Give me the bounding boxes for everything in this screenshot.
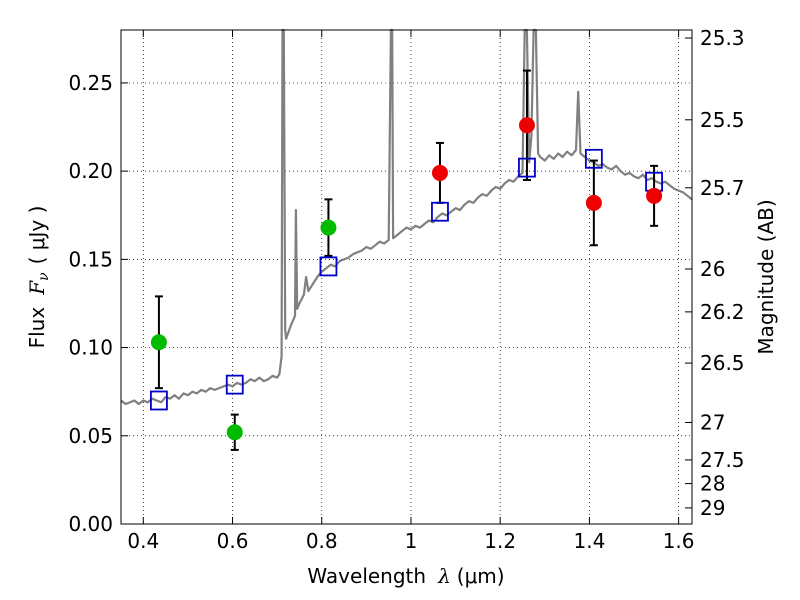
red-data-point xyxy=(518,117,535,134)
y2-tick-label: 26 xyxy=(700,257,725,281)
spectrum-line xyxy=(120,28,693,406)
y-tick-label: 0.10 xyxy=(68,336,113,360)
green-data-point xyxy=(226,424,243,441)
model-square-marker xyxy=(518,157,536,178)
x-axis-label: Wavelength λ (μm) xyxy=(307,564,504,588)
y-tick-label: 0.00 xyxy=(68,512,113,536)
plot-frame xyxy=(120,29,693,525)
x-tick-label: 1.2 xyxy=(484,529,516,553)
y2-tick-label: 26.5 xyxy=(700,351,745,375)
y-tick-label: 0.15 xyxy=(68,247,113,271)
grid xyxy=(121,30,692,525)
y2-tick-label: 27 xyxy=(700,410,725,434)
red-data-point xyxy=(646,187,663,204)
x-axis-label-lambda: λ xyxy=(437,564,451,588)
y-tick-label: 0.05 xyxy=(68,424,113,448)
x-tick-label: 0.4 xyxy=(127,529,159,553)
y2-axis-label: Magnitude (AB) xyxy=(754,199,778,354)
y2-tick-label: 25.3 xyxy=(700,26,745,50)
x-tick-label: 1.6 xyxy=(663,529,695,553)
y-axis-label-symbol: F xyxy=(25,280,49,296)
x-tick-label: 1.4 xyxy=(573,529,605,553)
y2-tick-label: 27.5 xyxy=(700,448,745,472)
green-data-point xyxy=(150,334,167,351)
x-tick-label: 0.6 xyxy=(217,529,249,553)
y-axis-label: Flux Fν ( μJy ) xyxy=(25,206,52,349)
red-data-point xyxy=(585,194,602,211)
y-axis-label-subscript: ν xyxy=(36,272,52,281)
y-axis-label-unit: ( μJy ) xyxy=(25,206,49,265)
axis-ticks: 0.4 0.6 0.8 1 1.2 1.4 1.6 0.00 0.05 0.10 0.15 0.20 0… xyxy=(68,26,744,553)
y-tick-label: 0.20 xyxy=(68,159,113,183)
y2-tick-label: 28 xyxy=(700,472,725,496)
y2-tick-label: 29 xyxy=(700,496,725,520)
y-axis-label-prefix: Flux xyxy=(25,307,49,349)
model-square-marker xyxy=(431,201,449,222)
model-square-marker xyxy=(584,148,603,169)
model-square-marker xyxy=(319,256,338,277)
y2-tick-label: 26.2 xyxy=(700,300,745,324)
model-spectrum xyxy=(120,28,693,406)
observed-photometry-points xyxy=(150,117,663,441)
model-photometry-squares xyxy=(150,148,663,411)
y2-tick-label: 25.5 xyxy=(700,108,745,132)
red-data-point xyxy=(431,164,448,181)
y-tick-label: 0.25 xyxy=(68,71,113,95)
x-tick-label: 0.8 xyxy=(306,529,338,553)
model-square-marker xyxy=(225,374,244,395)
x-axis-label-prefix: Wavelength xyxy=(307,564,426,588)
model-square-marker xyxy=(150,390,168,411)
x-tick-label: 1 xyxy=(405,529,418,553)
green-data-point xyxy=(320,219,337,236)
x-axis-label-unit: (μm) xyxy=(457,564,505,588)
y2-tick-label: 25.7 xyxy=(700,176,745,200)
